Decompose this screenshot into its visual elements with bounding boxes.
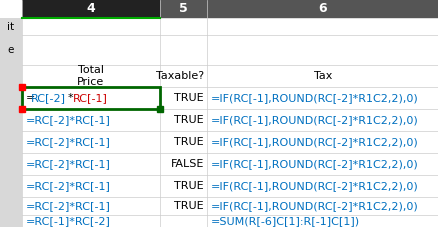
Bar [22, 87, 159, 109]
Text: 4: 4 [86, 2, 95, 15]
Text: =IF(RC[-1],ROUND(RC[-2]*R1C2,2),0): =IF(RC[-1],ROUND(RC[-2]*R1C2,2),0) [211, 137, 418, 147]
Text: it: it [7, 22, 14, 32]
Text: =RC[-1]*RC[-2]: =RC[-1]*RC[-2] [26, 216, 111, 226]
Text: 5: 5 [179, 2, 187, 15]
Text: =RC[-2]*RC[-1]: =RC[-2]*RC[-1] [26, 201, 111, 211]
Text: =IF(RC[-1],ROUND(RC[-2]*R1C2,2),0): =IF(RC[-1],ROUND(RC[-2]*R1C2,2),0) [211, 159, 418, 169]
Text: Total
Price: Total Price [77, 65, 104, 87]
Text: =RC[-2]*RC[-1]: =RC[-2]*RC[-1] [26, 181, 111, 191]
Text: TRUE: TRUE [174, 93, 204, 103]
Bar [207, 0, 438, 18]
Text: TRUE: TRUE [174, 115, 204, 125]
Bar [22, 0, 159, 18]
Text: =IF(RC[-1],ROUND(RC[-2]*R1C2,2),0): =IF(RC[-1],ROUND(RC[-2]*R1C2,2),0) [211, 181, 418, 191]
Text: =RC[-2]*RC[-1]: =RC[-2]*RC[-1] [26, 159, 111, 169]
Text: =: = [26, 93, 35, 103]
Text: TRUE: TRUE [174, 137, 204, 147]
Text: 6: 6 [318, 2, 327, 15]
Text: FALSE: FALSE [170, 159, 204, 169]
Text: =RC[-2]*RC[-1]: =RC[-2]*RC[-1] [26, 137, 111, 147]
Text: =SUM(R[-6]C[1]:R[-1]C[1]): =SUM(R[-6]C[1]:R[-1]C[1]) [211, 216, 359, 226]
Text: RC[-1]: RC[-1] [73, 93, 108, 103]
Bar [159, 0, 207, 18]
Text: =IF(RC[-1],ROUND(RC[-2]*R1C2,2),0): =IF(RC[-1],ROUND(RC[-2]*R1C2,2),0) [211, 201, 418, 211]
Text: Taxable?: Taxable? [155, 71, 204, 81]
Text: RC[-2]: RC[-2] [31, 93, 66, 103]
Text: =RC[-2]*RC[-1]: =RC[-2]*RC[-1] [26, 115, 111, 125]
Text: *: * [68, 93, 74, 103]
Text: TRUE: TRUE [174, 181, 204, 191]
Text: =IF(RC[-1],ROUND(RC[-2]*R1C2,2),0): =IF(RC[-1],ROUND(RC[-2]*R1C2,2),0) [211, 93, 418, 103]
Text: Tax: Tax [313, 71, 332, 81]
Text: e: e [8, 45, 14, 55]
Bar [0, 18, 22, 227]
Text: TRUE: TRUE [174, 201, 204, 211]
Text: =IF(RC[-1],ROUND(RC[-2]*R1C2,2),0): =IF(RC[-1],ROUND(RC[-2]*R1C2,2),0) [211, 115, 418, 125]
